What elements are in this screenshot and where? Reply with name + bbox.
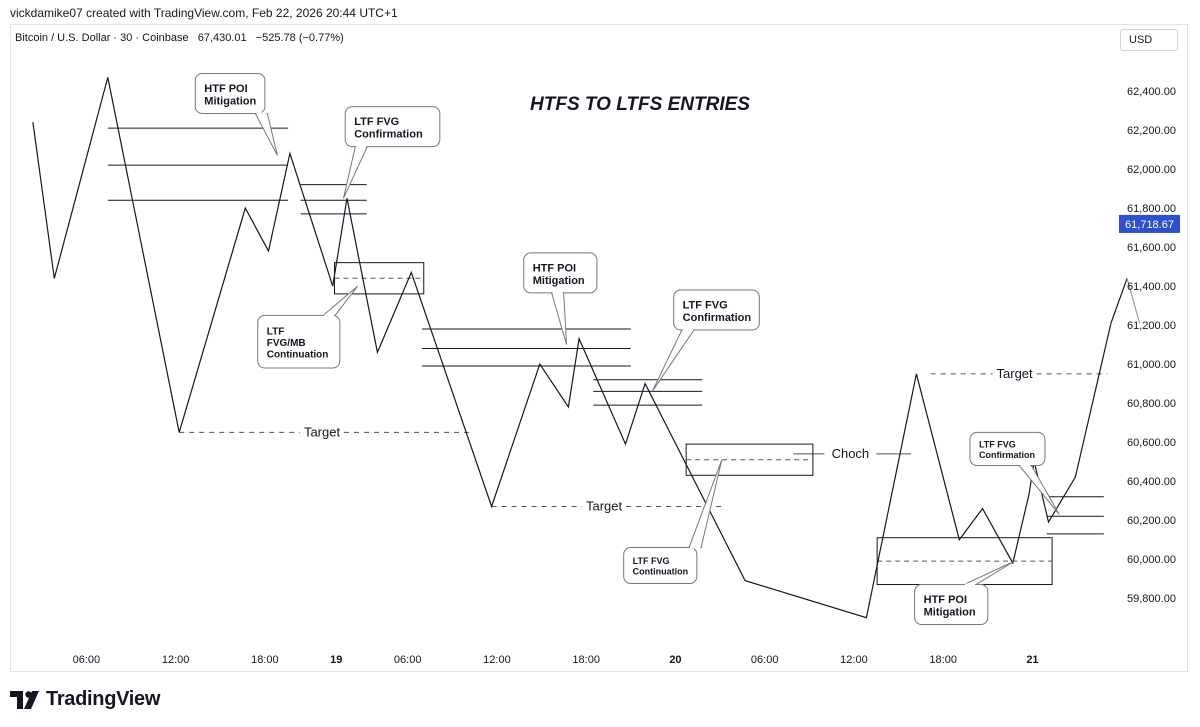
callout-text: Mitigation xyxy=(924,607,976,619)
callout-box xyxy=(257,314,341,369)
chart-frame xyxy=(10,24,1188,672)
callout-text: LTF FVG xyxy=(979,439,1016,449)
currency-button[interactable]: USD xyxy=(1120,29,1178,51)
x-tick-label: 18:00 xyxy=(251,654,279,666)
callout-text: HTF POI xyxy=(924,594,967,606)
x-tick-label: 12:00 xyxy=(483,654,511,666)
callout-text: Confirmation xyxy=(979,450,1035,460)
target-label: Target xyxy=(586,499,623,514)
callout-box xyxy=(914,584,989,626)
x-tick-label: 18:00 xyxy=(572,654,600,666)
series-layer xyxy=(32,77,1141,619)
x-tick-label: 06:00 xyxy=(394,654,422,666)
x-tick-label: 19 xyxy=(330,654,342,666)
callout-text: Mitigation xyxy=(533,275,585,287)
symbol-legend: Bitcoin / U.S. Dollar · 30 · Coinbase 67… xyxy=(15,32,344,44)
callout-text: LTF FVG xyxy=(683,299,728,311)
callout-pointer xyxy=(1018,465,1060,515)
x-tick-label: 20 xyxy=(669,654,681,666)
callout-pointer xyxy=(342,146,369,199)
price-line xyxy=(1110,278,1128,324)
callout-pointer xyxy=(688,459,723,548)
y-tick-label: 60,400.00 xyxy=(1127,476,1176,488)
x-tick-label: 06:00 xyxy=(751,654,779,666)
tradingview-wordmark: TradingView xyxy=(46,688,161,710)
callout-text: FVG/MB xyxy=(267,338,306,349)
y-tick-label: 61,200.00 xyxy=(1127,320,1176,332)
symbol-name: Bitcoin / U.S. Dollar · 30 · Coinbase xyxy=(15,32,189,44)
callout-pointer xyxy=(254,112,278,156)
callout-text: Confirmation xyxy=(354,129,423,141)
y-tick-label: 62,000.00 xyxy=(1127,164,1176,176)
tradingview-logo: TradingView xyxy=(10,688,160,711)
price-line xyxy=(32,77,1112,619)
callout-text: HTF POI xyxy=(204,83,247,95)
symbol-price: 67,430.01 xyxy=(197,32,247,44)
y-tick-label: 61,600.00 xyxy=(1127,242,1176,254)
tradingview-logo-icon xyxy=(10,690,39,709)
x-tick-label: 12:00 xyxy=(840,654,868,666)
callout-text: Continuation xyxy=(633,567,689,577)
callout-box xyxy=(344,106,441,148)
callout-text: HTF POI xyxy=(533,262,576,274)
y-tick-label: 61,800.00 xyxy=(1127,203,1176,215)
chart-title: HTFS TO LTFS ENTRIES xyxy=(530,94,750,115)
chart-credit: vickdamike07 created with TradingView.co… xyxy=(10,6,398,20)
callout-pointer xyxy=(321,285,359,316)
y-tick-label: 59,800.00 xyxy=(1127,593,1176,605)
callout-box xyxy=(673,289,760,331)
y-tick-label: 62,400.00 xyxy=(1127,86,1176,98)
callout-box xyxy=(623,546,698,585)
target-label: Target xyxy=(997,366,1034,381)
y-tick-label: 60,200.00 xyxy=(1127,515,1176,527)
callout-text: Continuation xyxy=(267,349,329,360)
axes-layer: 62,400.00 62,200.00 62,000.00 61,800.00 61,6… xyxy=(73,86,1180,666)
y-tick-label: 61,400.00 xyxy=(1127,281,1176,293)
current-price-label: 61,718.67 xyxy=(1125,219,1174,231)
callout-pointer xyxy=(550,292,568,345)
callout-text: Mitigation xyxy=(204,95,256,107)
x-tick-label: 21 xyxy=(1026,654,1038,666)
callout-box xyxy=(969,431,1046,467)
choch-label: Choch xyxy=(832,446,870,461)
y-tick-label: 60,800.00 xyxy=(1127,398,1176,410)
callout-box xyxy=(194,72,266,114)
current-price-tag xyxy=(1119,214,1180,233)
callout-text: Confirmation xyxy=(683,312,752,324)
callout-text: LTF xyxy=(267,326,285,337)
y-tick-label: 62,200.00 xyxy=(1127,125,1176,137)
levels-layer: Target Target Target Choch xyxy=(107,127,1108,535)
y-tick-label: 60,600.00 xyxy=(1127,437,1176,449)
callout-pointer xyxy=(651,329,695,392)
x-tick-label: 06:00 xyxy=(73,654,101,666)
y-tick-label: 60,000.00 xyxy=(1127,554,1176,566)
callout-pointer xyxy=(963,560,1015,586)
target-label: Target xyxy=(304,424,341,439)
y-tick-label: 61,000.00 xyxy=(1127,359,1176,371)
x-tick-label: 18:00 xyxy=(929,654,957,666)
callout-text: LTF FVG xyxy=(633,556,670,566)
callout-text: LTF FVG xyxy=(354,116,399,128)
x-tick-label: 12:00 xyxy=(162,654,190,666)
symbol-change: −525.78 (−0.77%) xyxy=(255,32,344,44)
price-line xyxy=(1126,278,1141,324)
